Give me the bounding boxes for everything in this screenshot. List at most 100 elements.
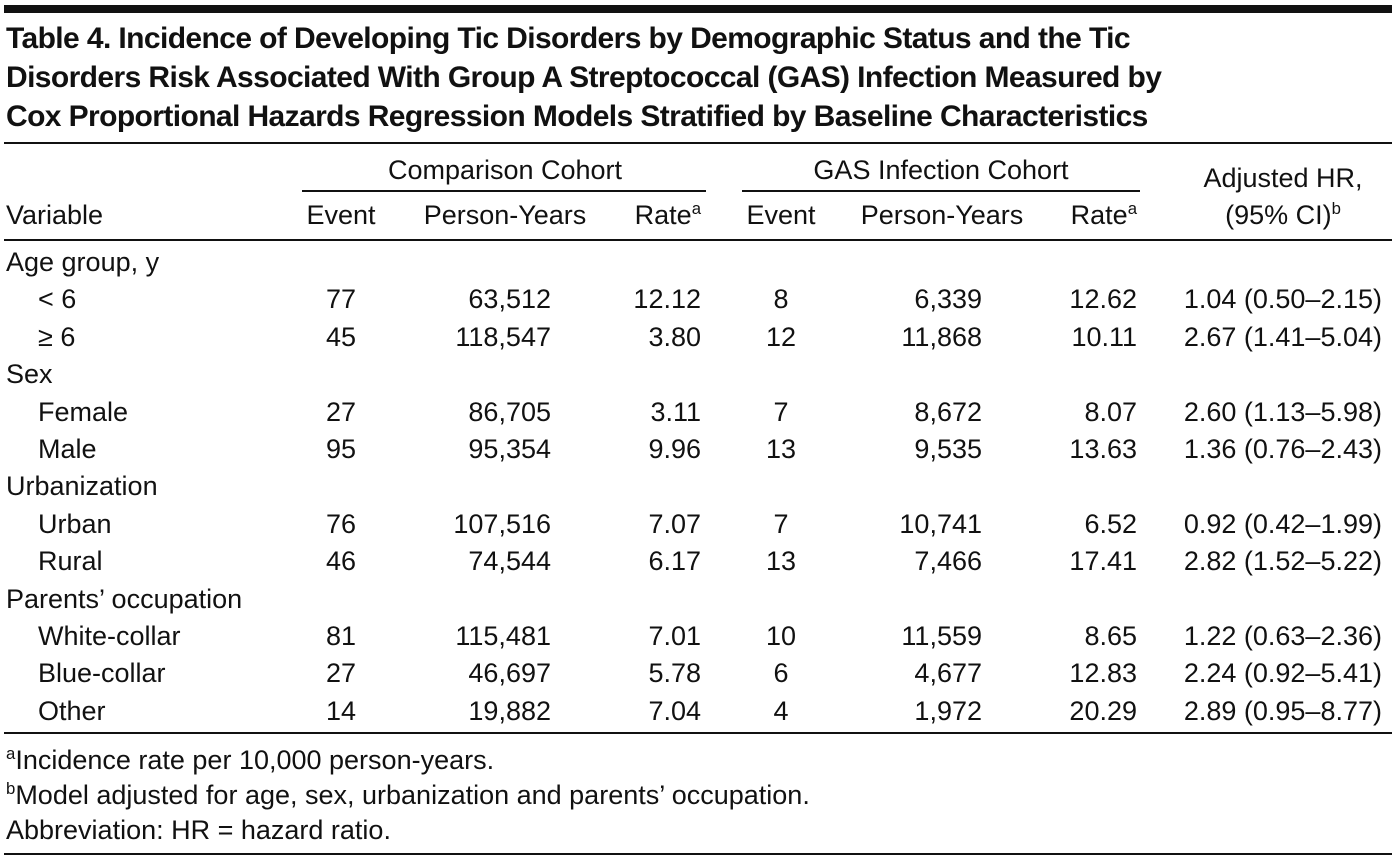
cell-text: 45 <box>325 321 357 352</box>
column-header: Person-Years <box>861 199 1024 231</box>
cell-text: 1.36 (0.76–2.43) <box>1183 434 1382 464</box>
column-header: Event <box>746 199 815 231</box>
cell: 2.24 (0.92–5.41) <box>1184 657 1382 689</box>
cell-text: 12.83 <box>1069 658 1137 689</box>
cell: 3.11 <box>650 396 701 428</box>
cell: 7.04 <box>648 695 701 727</box>
rule <box>4 142 1392 144</box>
cell: 9.96 <box>648 433 701 465</box>
cell-text: 12.12 <box>633 284 701 315</box>
cell-text: 2.82 (1.52–5.22) <box>1183 546 1382 577</box>
cell-text: 8.07 <box>1084 396 1137 427</box>
cell: 46 <box>326 545 356 577</box>
rule <box>4 732 1392 734</box>
cell: 27 <box>326 396 356 428</box>
section-label-text: Urbanization <box>6 471 158 502</box>
group-rule <box>742 190 1140 192</box>
cell-text: 27 <box>325 396 357 427</box>
row-label-text: ≥ 6 <box>38 321 76 352</box>
cell: 2.82 (1.52–5.22) <box>1184 545 1382 577</box>
cell-text: 1,972 <box>914 695 982 726</box>
cell-text: 19,882 <box>468 695 551 726</box>
cell: 8.07 <box>1084 396 1137 428</box>
column-header-text: Adjusted HR, <box>1203 163 1363 193</box>
cell-text: 17.41 <box>1069 546 1137 577</box>
column-header-text: Rate <box>1070 200 1128 230</box>
cell: 95 <box>326 433 356 465</box>
column-header: Ratea <box>635 199 701 231</box>
cell: 46,697 <box>468 657 551 689</box>
cell-text: 4,677 <box>914 658 982 689</box>
cell-text: 107,516 <box>453 508 551 539</box>
cell: 12.12 <box>633 283 701 315</box>
cell-text: 13.63 <box>1069 434 1137 464</box>
cell: 11,559 <box>901 620 982 652</box>
cell-text: 118,547 <box>455 321 551 352</box>
row-label-text: Male <box>38 434 97 464</box>
cell-text: 74,544 <box>468 546 551 577</box>
column-header-text: Person-Years <box>860 200 1024 230</box>
section-label-text: Age group, y <box>6 247 160 277</box>
cell: 86,705 <box>468 396 551 428</box>
footnote-text: Incidence rate per 10,000 person-years. <box>15 745 495 775</box>
title-line: Cox Proportional Hazards Regression Mode… <box>6 100 1148 133</box>
cell: 1,972 <box>914 695 982 727</box>
cell-text: 10.11 <box>1071 321 1137 352</box>
column-header-text: Person-Years <box>423 200 587 230</box>
section-label-text: Sex <box>6 359 53 390</box>
superscript: a <box>6 743 16 763</box>
cell: 13 <box>766 433 796 465</box>
cell-text: 14 <box>325 695 357 726</box>
cell: 10,741 <box>899 508 982 540</box>
cell: 8.65 <box>1084 620 1137 652</box>
cell-text: 7.07 <box>648 508 701 539</box>
cell: 0.92 (0.42–1.99) <box>1184 508 1382 540</box>
cell-text: 8.65 <box>1084 621 1137 651</box>
section-label: Sex <box>6 358 53 390</box>
cell: 95,354 <box>468 433 551 465</box>
group-header: Comparison Cohort <box>388 154 622 186</box>
column-header-text: Variable <box>6 200 104 230</box>
column-header-text: Event <box>746 200 816 230</box>
section-label-text: Parents’ occupation <box>6 583 243 614</box>
cell: 19,882 <box>468 695 551 727</box>
cell: 7.01 <box>648 620 701 652</box>
row-label-text: Rural <box>38 546 103 577</box>
cell-text: 6,339 <box>914 284 982 315</box>
row-label: Rural <box>38 545 103 577</box>
cell-text: 2.24 (0.92–5.41) <box>1183 658 1382 689</box>
cell: 7,466 <box>914 545 982 577</box>
cell-text: 0.92 (0.42–1.99) <box>1183 508 1382 539</box>
group-header-text: GAS Infection Cohort <box>813 155 1069 185</box>
cell-text: 27 <box>325 658 357 689</box>
cell-text: 76 <box>325 508 357 539</box>
cell-text: 77 <box>325 284 357 315</box>
cell: 17.41 <box>1069 545 1137 577</box>
superscript: a <box>691 198 701 218</box>
cell-text: 1.04 (0.50–2.15) <box>1183 284 1382 315</box>
cell: 8,672 <box>914 396 982 428</box>
cell-text: 10 <box>765 621 797 651</box>
cell: 74,544 <box>468 545 551 577</box>
cell: 27 <box>326 657 356 689</box>
row-label: Male <box>38 433 97 465</box>
cell-text: 7.04 <box>648 695 701 726</box>
cell-text: 2.67 (1.41–5.04) <box>1183 321 1382 352</box>
cell-text: 13 <box>765 546 797 577</box>
cell-text: 9.96 <box>648 434 701 464</box>
superscript: a <box>1127 198 1137 218</box>
cell: 6.17 <box>648 545 701 577</box>
row-label: Urban <box>38 508 112 540</box>
cell: 1.22 (0.63–2.36) <box>1184 620 1382 652</box>
cell: 81 <box>326 620 356 652</box>
cell: 107,516 <box>453 508 551 540</box>
cell-text: 12 <box>765 321 797 352</box>
cell: 6 <box>773 657 788 689</box>
cell-text: 5.78 <box>648 658 701 689</box>
row-label-text: Blue-collar <box>38 658 166 689</box>
cell-text: 3.11 <box>650 396 701 427</box>
cell: 118,547 <box>455 321 551 353</box>
cell: 115,481 <box>455 620 551 652</box>
row-label-text: < 6 <box>38 284 77 315</box>
